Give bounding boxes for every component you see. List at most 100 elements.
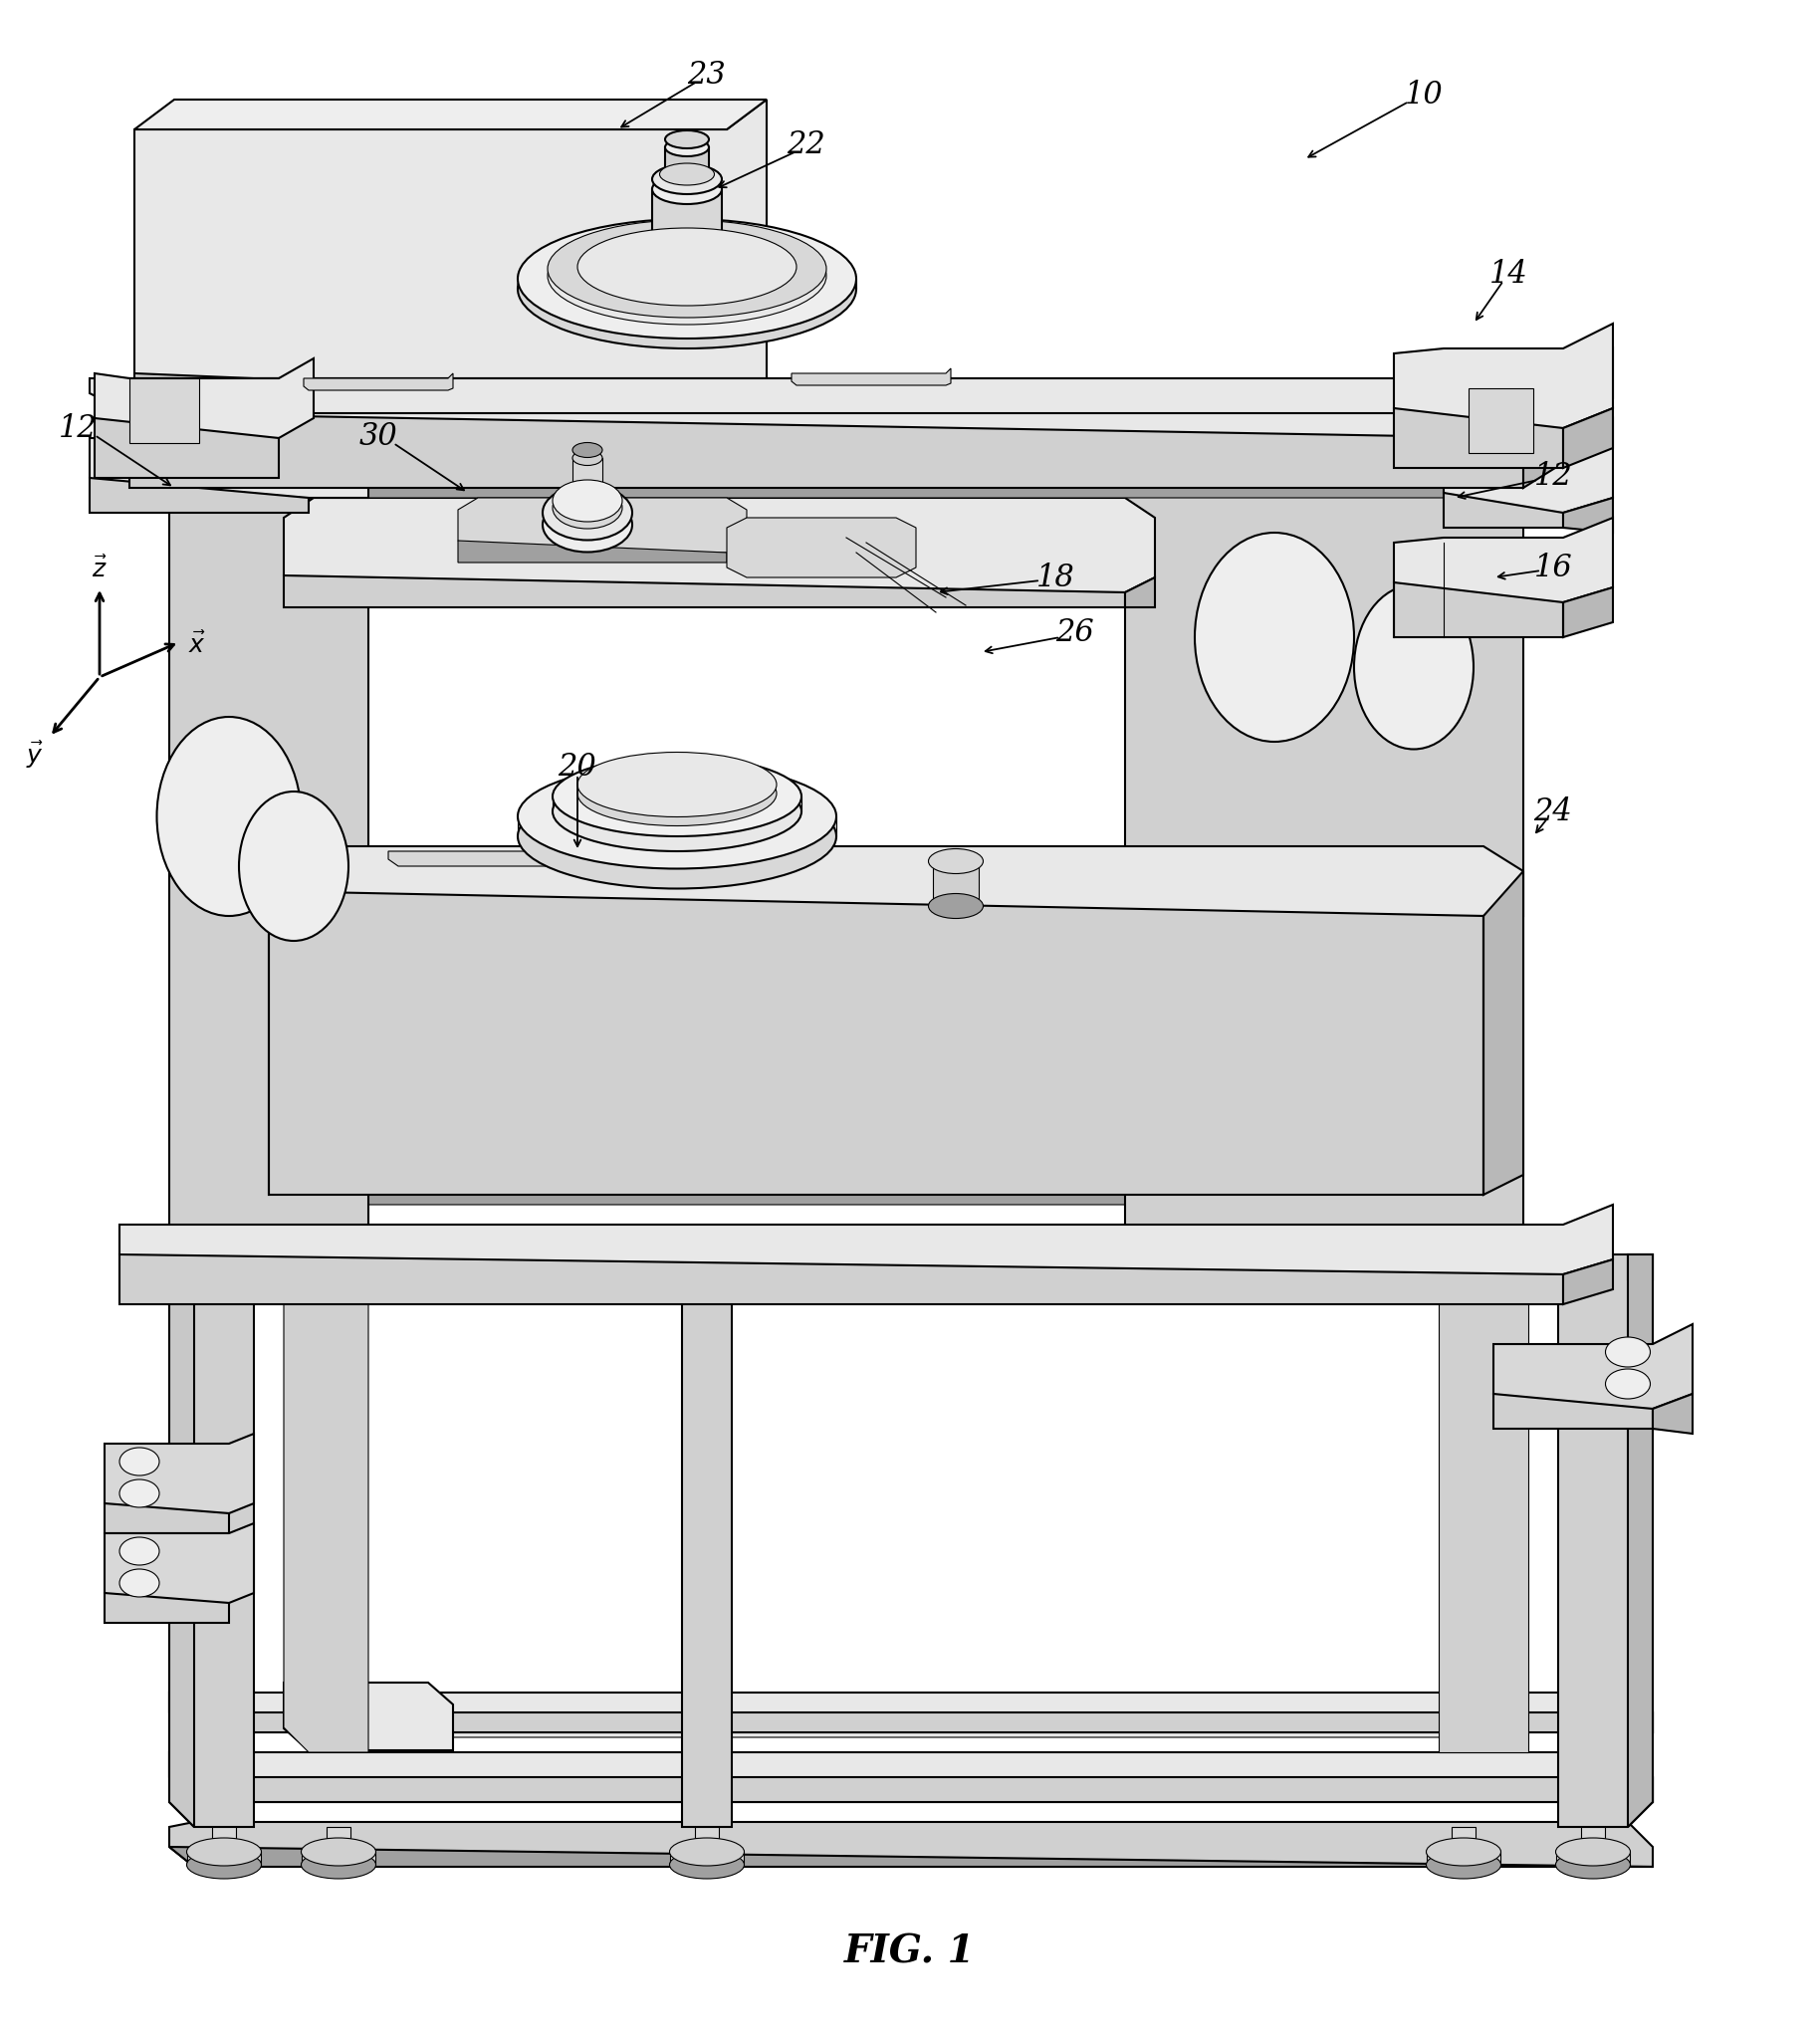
Polygon shape (517, 816, 837, 836)
Polygon shape (726, 518, 915, 577)
Polygon shape (1443, 418, 1613, 512)
Ellipse shape (553, 771, 801, 851)
Ellipse shape (187, 1850, 262, 1879)
Ellipse shape (1605, 1369, 1651, 1399)
Polygon shape (682, 1244, 746, 1255)
Text: 30: 30 (359, 420, 397, 451)
Ellipse shape (652, 173, 723, 204)
Ellipse shape (1194, 532, 1354, 743)
Polygon shape (284, 575, 1125, 608)
Polygon shape (120, 1255, 1563, 1304)
Polygon shape (1438, 1244, 1529, 1752)
Ellipse shape (670, 1850, 744, 1879)
Ellipse shape (120, 1538, 160, 1565)
Polygon shape (269, 1175, 1523, 1206)
Polygon shape (169, 1255, 195, 1828)
Polygon shape (284, 1244, 368, 1752)
Polygon shape (89, 418, 368, 498)
Ellipse shape (120, 1448, 160, 1475)
Polygon shape (1394, 518, 1613, 602)
Text: $\vec{x}$: $\vec{x}$ (187, 632, 206, 659)
Ellipse shape (187, 1838, 262, 1867)
Text: 20: 20 (559, 751, 597, 781)
Text: 12: 12 (58, 412, 96, 443)
Polygon shape (269, 891, 1483, 1195)
Polygon shape (169, 457, 368, 488)
Polygon shape (1494, 1393, 1653, 1428)
Text: 16: 16 (1534, 553, 1572, 583)
Polygon shape (169, 1777, 1653, 1801)
Polygon shape (553, 796, 801, 812)
Ellipse shape (517, 218, 855, 339)
Polygon shape (169, 1822, 1653, 1867)
Polygon shape (459, 498, 746, 553)
Ellipse shape (664, 131, 708, 149)
Polygon shape (89, 477, 309, 512)
Polygon shape (1563, 408, 1613, 467)
Text: 22: 22 (788, 129, 826, 159)
Polygon shape (326, 1828, 351, 1854)
Polygon shape (1394, 408, 1563, 467)
Ellipse shape (573, 443, 602, 457)
Polygon shape (1394, 324, 1613, 428)
Ellipse shape (542, 498, 632, 553)
Polygon shape (388, 851, 757, 867)
Text: 23: 23 (688, 59, 726, 90)
Ellipse shape (553, 757, 801, 836)
Ellipse shape (928, 894, 983, 918)
Polygon shape (726, 377, 766, 443)
Polygon shape (284, 1683, 453, 1750)
Ellipse shape (577, 753, 777, 816)
Text: 10: 10 (1405, 80, 1443, 110)
Polygon shape (1125, 457, 1523, 1244)
Polygon shape (169, 1752, 1653, 1801)
Polygon shape (1494, 1324, 1693, 1410)
Ellipse shape (542, 486, 632, 541)
Polygon shape (792, 369, 950, 386)
Ellipse shape (120, 1569, 160, 1597)
Polygon shape (104, 1593, 229, 1624)
Polygon shape (213, 1828, 237, 1854)
Polygon shape (302, 1852, 375, 1865)
Polygon shape (1483, 871, 1523, 1195)
Ellipse shape (1556, 1850, 1631, 1879)
Polygon shape (120, 1206, 1613, 1275)
Polygon shape (104, 1434, 253, 1514)
Polygon shape (1427, 1852, 1500, 1865)
Polygon shape (1558, 1255, 1653, 1828)
Ellipse shape (1427, 1850, 1501, 1879)
Ellipse shape (664, 139, 708, 157)
Polygon shape (169, 1255, 253, 1279)
Polygon shape (169, 457, 368, 1244)
Ellipse shape (553, 488, 622, 528)
Polygon shape (664, 147, 708, 180)
Ellipse shape (157, 716, 300, 916)
Ellipse shape (928, 849, 983, 873)
Polygon shape (1627, 1255, 1653, 1279)
Ellipse shape (517, 765, 837, 869)
Polygon shape (129, 414, 1523, 488)
Polygon shape (95, 418, 278, 477)
Polygon shape (652, 190, 723, 279)
Polygon shape (104, 1524, 253, 1603)
Polygon shape (1443, 494, 1563, 528)
Polygon shape (1563, 588, 1613, 636)
Polygon shape (934, 861, 979, 906)
Polygon shape (284, 498, 1156, 592)
Polygon shape (284, 1693, 1529, 1738)
Polygon shape (517, 279, 855, 290)
Text: 24: 24 (1534, 796, 1572, 826)
Polygon shape (682, 1255, 732, 1828)
Polygon shape (129, 377, 198, 443)
Polygon shape (1563, 498, 1613, 532)
Ellipse shape (1605, 1336, 1651, 1367)
Polygon shape (670, 1852, 744, 1865)
Polygon shape (169, 1712, 1653, 1732)
Ellipse shape (1354, 585, 1474, 749)
Polygon shape (284, 1244, 368, 1269)
Polygon shape (1563, 1259, 1613, 1304)
Polygon shape (1582, 1828, 1605, 1854)
Polygon shape (459, 541, 726, 563)
Polygon shape (135, 100, 766, 398)
Polygon shape (1653, 1393, 1693, 1434)
